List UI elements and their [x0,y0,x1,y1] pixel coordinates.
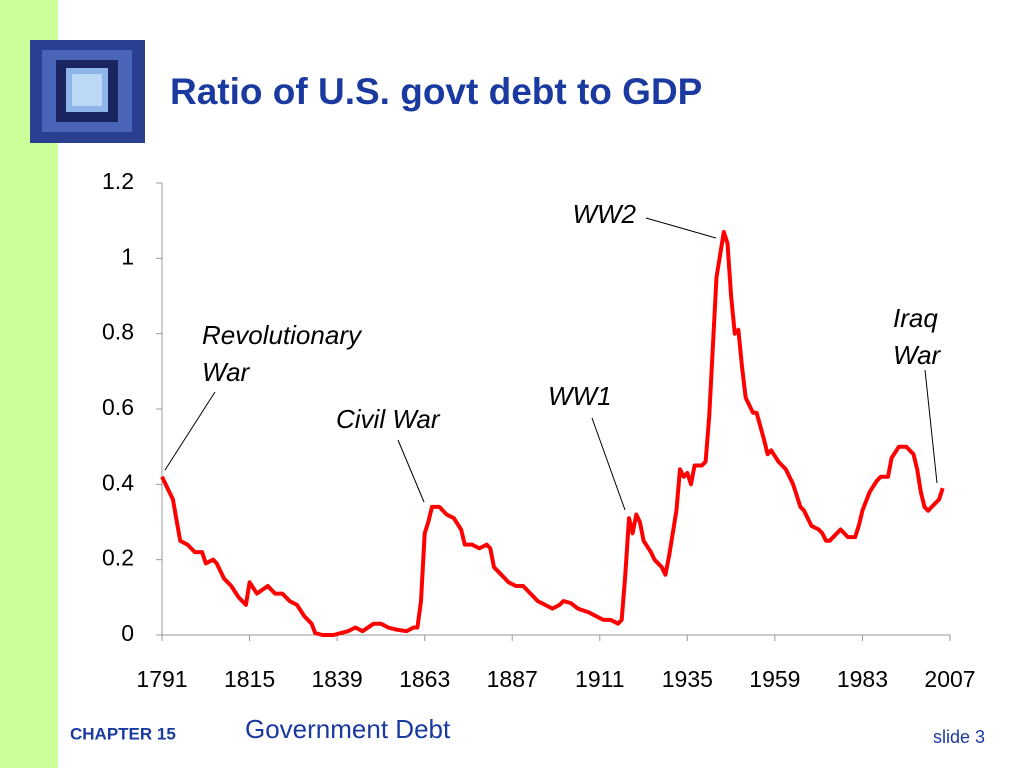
y-tick-label: 1.2 [102,168,134,194]
annotation: War [893,340,942,370]
annotation: Iraq [893,303,938,333]
x-tick-label: 1863 [399,666,450,692]
annotation: War [202,357,251,387]
x-tick-label: 1959 [749,666,800,692]
x-tick-label: 1791 [136,666,187,692]
annotation: WW2 [572,199,636,229]
x-tick-label: 1815 [224,666,275,692]
annotation: Civil War [336,404,441,434]
x-tick-label: 1887 [487,666,538,692]
footer-slide: slide 3 [933,727,985,747]
y-tick-label: 0.4 [102,469,134,495]
leader-line [397,439,425,503]
annotation: WW1 [548,381,612,411]
leader-line [924,369,938,484]
x-tick-label: 1935 [662,666,713,692]
y-tick-label: 1 [121,243,134,269]
debt-line [160,230,945,637]
footer-subject: Government Debt [245,714,451,744]
x-tick-label: 1983 [837,666,888,692]
y-tick-label: 0.2 [102,545,134,571]
x-tick-label: 1839 [312,666,363,692]
annotation: Revolutionary [202,320,363,350]
slide-icon [30,40,145,143]
slide-title: Ratio of U.S. govt debt to GDP [170,71,702,112]
x-tick-label: 1911 [575,666,624,692]
leader-line [591,417,626,511]
leader-line [164,391,216,471]
y-tick-label: 0.8 [102,319,134,345]
x-tick-label: 2007 [924,666,975,692]
leader-line [645,217,717,239]
y-tick-label: 0.6 [102,394,134,420]
chart: 0 0.2 0.4 0.6 0.8 1 1.2 1791 1815 1839 1863 1887 191… [102,168,976,692]
y-tick-label: 0 [121,620,134,646]
footer-chapter: CHAPTER 15 [70,724,176,743]
